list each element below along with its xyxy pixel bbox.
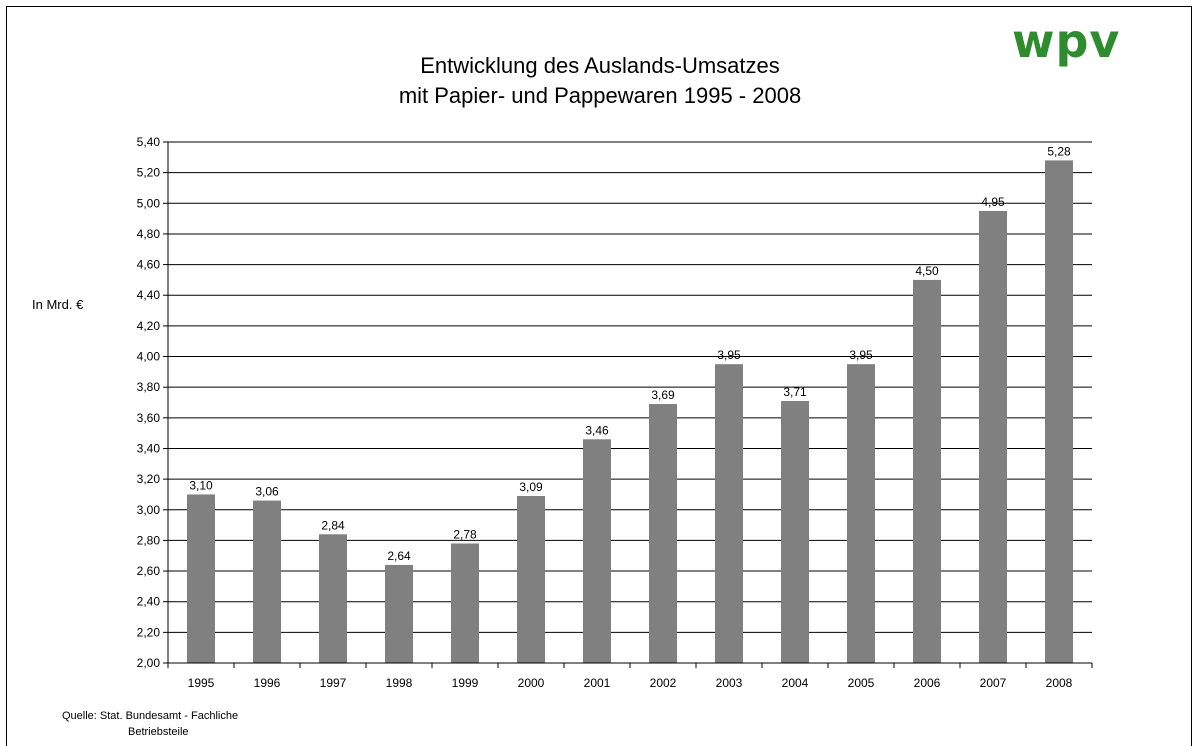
bar [781, 400, 809, 663]
bar [253, 500, 281, 663]
labels: 2,00 2,20 2,40 2,60 2,80 3,00 3,20 3,40 3,60 3,80… [137, 135, 1073, 690]
x-tick-label: 1999 [452, 676, 479, 690]
data-label: 3,69 [651, 388, 675, 402]
x-tick-label: 1995 [188, 676, 215, 690]
bars [187, 160, 1073, 664]
y-tick-label: 5,20 [137, 166, 161, 180]
data-label: 3,10 [189, 478, 213, 492]
data-label: 3,46 [585, 423, 609, 437]
y-tick-label: 5,40 [137, 135, 161, 149]
y-tick-label: 4,20 [137, 319, 161, 333]
data-label: 4,95 [981, 195, 1005, 209]
bar [319, 534, 347, 663]
data-label: 2,78 [453, 527, 477, 541]
data-label: 3,95 [849, 348, 873, 362]
chart-frame [6, 6, 1192, 746]
y-tick-label: 3,20 [137, 472, 161, 486]
bar [847, 364, 875, 663]
data-label: 3,06 [255, 485, 279, 499]
x-tick-label: 1997 [320, 676, 347, 690]
bar [649, 404, 677, 663]
x-tick-label: 2000 [518, 676, 545, 690]
gridlines [168, 141, 1092, 664]
bar [913, 279, 941, 663]
x-tick-label: 2006 [914, 676, 941, 690]
data-label: 3,95 [717, 348, 741, 362]
source-note: Quelle: Stat. Bundesamt - Fachliche [62, 710, 239, 722]
bar [1045, 160, 1073, 663]
x-tick-label: 2007 [980, 676, 1007, 690]
bar [517, 495, 545, 663]
y-tick-label: 3,80 [137, 380, 161, 394]
bar [451, 543, 479, 663]
x-tick-label: 2004 [782, 676, 809, 690]
y-tick-label: 3,00 [137, 503, 161, 517]
bar [583, 439, 611, 663]
bar [979, 210, 1007, 664]
bar [187, 494, 215, 663]
source-note-cont: Betriebsteile [128, 726, 189, 738]
bar [385, 564, 413, 663]
y-tick-label: 2,60 [137, 564, 161, 578]
chart-title-line2: mit Papier- und Pappewaren 1995 - 2008 [398, 83, 802, 108]
data-label: 3,09 [519, 480, 543, 494]
y-tick-label: 2,80 [137, 533, 161, 547]
x-tick-label: 2003 [716, 676, 743, 690]
y-tick-label: 2,20 [137, 625, 161, 639]
y-tick-label: 4,60 [137, 258, 161, 272]
y-tick-label: 4,40 [137, 288, 161, 302]
y-tick-label: 2,40 [137, 595, 161, 609]
y-axis-label: In Mrd. € [32, 297, 84, 312]
wpv-logo: wpv [1012, 14, 1121, 68]
y-tick-label: 3,40 [137, 441, 161, 455]
data-label: 2,64 [387, 549, 411, 563]
x-tick-label: 2008 [1046, 676, 1073, 690]
data-label: 3,71 [783, 385, 807, 399]
y-tick-label: 4,00 [137, 350, 161, 364]
y-tick-label: 5,00 [137, 196, 161, 210]
x-tick-label: 1996 [254, 676, 281, 690]
axes [163, 141, 1093, 668]
data-label: 5,28 [1047, 144, 1071, 158]
data-label: 4,50 [915, 264, 939, 278]
y-tick-label: 2,00 [137, 656, 161, 670]
y-tick-label: 4,80 [137, 227, 161, 241]
x-tick-label: 1998 [386, 676, 413, 690]
x-tick-label: 2002 [650, 676, 677, 690]
bar [715, 364, 743, 663]
data-label: 2,84 [321, 518, 345, 532]
y-tick-label: 3,60 [137, 411, 161, 425]
x-tick-label: 2005 [848, 676, 875, 690]
x-tick-label: 2001 [584, 676, 611, 690]
chart-title-line1: Entwicklung des Auslands-Umsatzes [420, 53, 780, 78]
